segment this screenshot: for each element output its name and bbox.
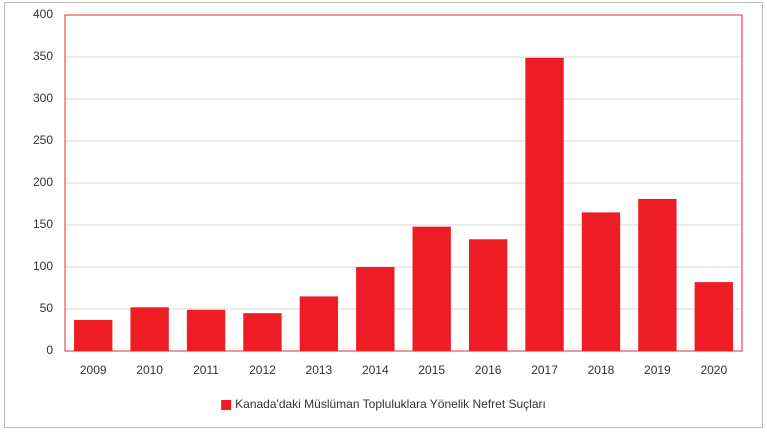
y-tick-label: 50 <box>40 301 54 315</box>
plot-border <box>64 14 743 352</box>
x-tick-label: 2018 <box>588 363 615 377</box>
bar <box>243 313 282 351</box>
x-tick-label: 2010 <box>136 363 163 377</box>
legend-swatch <box>221 400 232 410</box>
bar <box>638 198 677 351</box>
y-tick-label: 0 <box>46 343 53 357</box>
bar <box>581 212 621 351</box>
bar <box>468 239 508 351</box>
bar <box>412 226 451 351</box>
x-tick-label: 2012 <box>249 363 276 377</box>
x-tick-label: 2017 <box>531 363 558 377</box>
bar <box>130 307 169 351</box>
y-tick-label: 250 <box>33 133 53 147</box>
y-tick-label: 400 <box>33 7 53 21</box>
x-tick-label: 2011 <box>193 363 219 377</box>
y-tick-label: 300 <box>33 91 53 105</box>
frame <box>4 2 763 428</box>
x-tick-label: 2013 <box>306 363 333 377</box>
bar <box>186 309 226 351</box>
bar <box>694 282 733 351</box>
y-tick-label: 100 <box>33 259 53 273</box>
x-tick-label: 2016 <box>475 363 502 377</box>
bar <box>299 296 339 351</box>
y-tick-label: 200 <box>33 175 53 189</box>
legend-label: Kanada'daki Müslüman Topluluklara Yöneli… <box>235 397 546 411</box>
y-tick-label: 150 <box>33 217 53 231</box>
x-tick-label: 2014 <box>362 363 389 377</box>
x-tick-label: 2020 <box>700 363 727 377</box>
y-tick-label: 350 <box>33 49 53 63</box>
x-tick-label: 2015 <box>418 363 445 377</box>
x-tick-label: 2019 <box>644 363 671 377</box>
x-tick-label: 2009 <box>80 363 107 377</box>
bar <box>74 319 113 351</box>
bar <box>525 57 564 352</box>
bar <box>356 267 395 351</box>
